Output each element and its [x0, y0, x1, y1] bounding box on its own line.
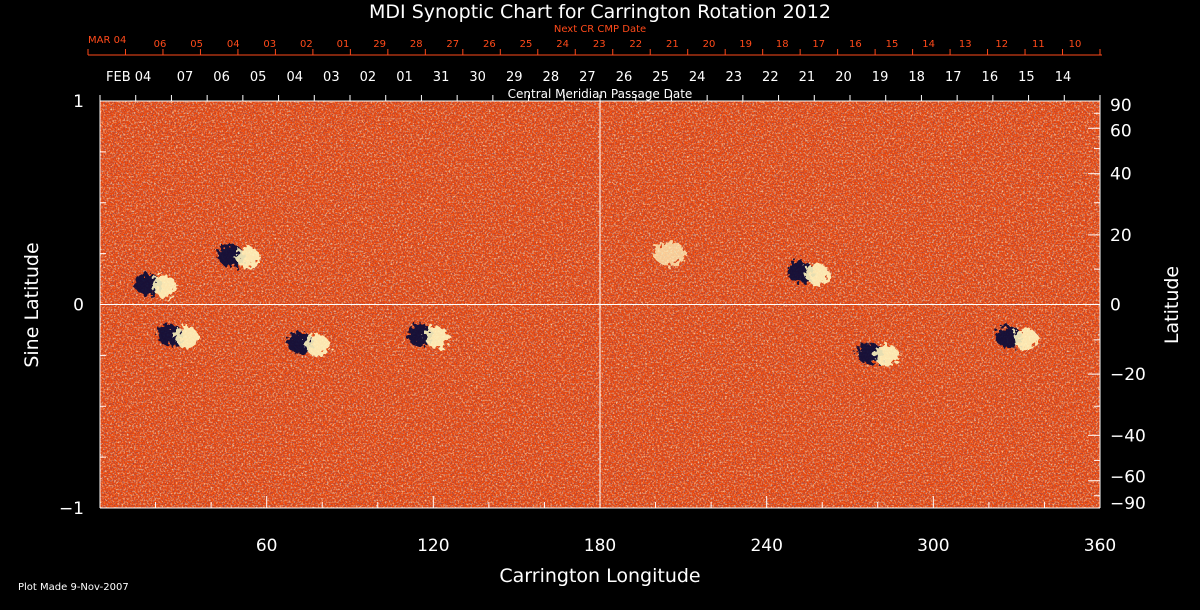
chart-title: MDI Synoptic Chart for Carrington Rotati…	[369, 1, 831, 23]
next-cmp-date-label: 13	[959, 39, 972, 50]
right-tick-label: 90	[1110, 96, 1132, 116]
right-tick-label: −60	[1110, 468, 1146, 488]
next-cmp-date-label: 28	[410, 39, 423, 50]
cmp-date-label: 24	[689, 70, 706, 85]
right-tick-label: −20	[1110, 365, 1146, 385]
next-cmp-date-label: 14	[922, 39, 935, 50]
next-cmp-date-label: 23	[593, 39, 606, 50]
positive-region	[174, 326, 199, 349]
cmp-date-label: 07	[177, 70, 194, 85]
next-cmp-date-label: 25	[520, 39, 533, 50]
positive-region	[1013, 328, 1038, 351]
next-cmp-date-label: 18	[776, 39, 789, 50]
next-cmp-date-label: 24	[556, 39, 569, 50]
cmp-month-label: FEB 04	[106, 70, 151, 85]
next-cmp-date-label: 17	[812, 39, 825, 50]
x-tick-label: 240	[750, 536, 782, 556]
next-cmp-date-label: 20	[703, 39, 716, 50]
cmp-date-axis: 07 06 05 04 03 02 01 31 30 29 28 27 26 25 24 23 22 21 20 19…	[99, 70, 1101, 101]
cmp-date-label: 27	[579, 70, 596, 85]
cmp-date-label: 22	[762, 70, 779, 85]
cmp-date-label: 14	[1055, 70, 1072, 85]
y-axis-title-left: Sine Latitude	[21, 242, 43, 367]
positive-region	[874, 344, 899, 367]
cmp-date-label: 06	[213, 70, 230, 85]
next-cmp-date-label: 27	[446, 39, 459, 50]
plot-made-note: Plot Made 9-Nov-2007	[18, 582, 129, 593]
top-axis-month: MAR 04	[88, 35, 126, 46]
positive-region	[653, 241, 686, 266]
x-axis-title: Carrington Longitude	[499, 565, 700, 587]
next-cmp-date-label: 11	[1032, 39, 1045, 50]
cmp-date-label: 23	[725, 70, 742, 85]
next-cmp-date-label: 02	[300, 39, 313, 50]
next-cmp-date-label: 16	[849, 39, 862, 50]
x-tick-label: 60	[256, 536, 278, 556]
positive-region	[805, 262, 830, 285]
next-cmp-date-label: 21	[666, 39, 679, 50]
cmp-axis-label: Central Meridian Passage Date	[508, 87, 693, 101]
cmp-date-label: 31	[433, 70, 450, 85]
right-tick-label: 40	[1110, 165, 1132, 185]
positive-region	[305, 334, 330, 357]
positive-region	[152, 275, 177, 298]
cmp-date-label: 17	[945, 70, 962, 85]
left-tick-label: 0	[73, 296, 84, 316]
next-cmp-date-label: 29	[373, 39, 386, 50]
cmp-date-label: 18	[908, 70, 925, 85]
next-cmp-date-label: 19	[739, 39, 752, 50]
cmp-date-label: 29	[506, 70, 523, 85]
next-cmp-date-label: 05	[190, 39, 203, 50]
right-tick-label: 0	[1110, 296, 1121, 316]
next-cmp-date-label: 04	[227, 39, 240, 50]
next-cmp-date-label: 15	[886, 39, 899, 50]
cmp-date-label: 15	[1018, 70, 1035, 85]
x-tick-label: 180	[584, 536, 616, 556]
right-tick-label: −90	[1110, 494, 1146, 514]
top-axis-label: Next CR CMP Date	[554, 24, 646, 35]
right-tick-label: 20	[1110, 226, 1132, 246]
cmp-date-label: 21	[799, 70, 816, 85]
next-cmp-date-label: 03	[263, 39, 276, 50]
guide-lines	[100, 101, 1100, 508]
next-cmp-date-label: 26	[483, 39, 496, 50]
right-tick-label: 60	[1110, 121, 1132, 141]
cmp-date-label: 28	[543, 70, 560, 85]
cmp-date-label: 19	[872, 70, 889, 85]
x-tick-label: 300	[917, 536, 949, 556]
left-tick-label: −1	[59, 499, 84, 519]
next-cmp-date-label: 12	[995, 39, 1008, 50]
cmp-date-label: 25	[652, 70, 669, 85]
cmp-date-label: 03	[323, 70, 340, 85]
cmp-date-label: 16	[982, 70, 999, 85]
x-tick-label: 120	[417, 536, 449, 556]
cmp-date-label: 30	[469, 70, 486, 85]
cmp-date-label: 05	[250, 70, 267, 85]
next-cmp-date-label: 06	[154, 39, 167, 50]
cmp-date-label: 20	[835, 70, 852, 85]
x-tick-label: 360	[1084, 536, 1116, 556]
cmp-date-label: 01	[396, 70, 413, 85]
cmp-date-label: 26	[616, 70, 633, 85]
right-tick-label: −40	[1110, 426, 1146, 446]
left-tick-label: 1	[73, 92, 84, 112]
next-cmp-date-label: 22	[629, 39, 642, 50]
next-cmp-date-label: 01	[337, 39, 350, 50]
cmp-date-label: 04	[286, 70, 303, 85]
y-axis-title-right: Latitude	[1161, 266, 1183, 344]
axes: 60 120 180 240 300 360 1 0 −1 90 60 40 20 0 −20 −40 −60 −…	[59, 92, 1146, 556]
next-cmp-date-label: 10	[1069, 39, 1082, 50]
cmp-date-label: 02	[360, 70, 377, 85]
next-cmp-date-axis: 06 05 04 03 02 01 29 28 27 26 25 24 23 22 21 20 19 18 17 16…	[87, 39, 1102, 56]
positive-region	[235, 246, 260, 269]
positive-region	[424, 326, 449, 349]
active-regions	[134, 241, 1038, 367]
